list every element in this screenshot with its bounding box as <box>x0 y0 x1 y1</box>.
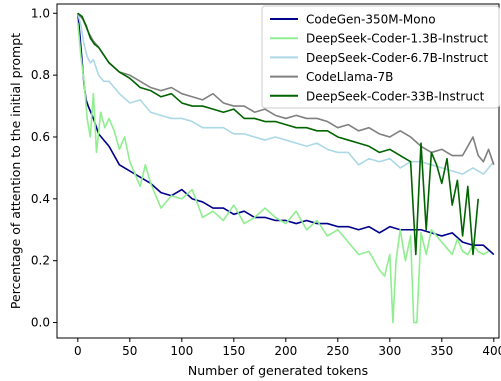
legend-box <box>261 5 500 109</box>
y-tick-label: 0.6 <box>31 130 50 144</box>
legend-label: DeepSeek-Coder-33B-Instruct <box>306 89 485 103</box>
legend-label: DeepSeek-Coder-1.3B-Instruct <box>306 32 488 46</box>
y-axis-title: Percentage of attention to the initial p… <box>8 33 23 309</box>
y-tick-label: 0.8 <box>31 68 50 82</box>
x-axis-title: Number of generated tokens <box>188 363 368 378</box>
legend: CodeGen-350M-Mono DeepSeek-Coder-1.3B-Ins… <box>261 5 500 109</box>
series-layer <box>77 12 495 324</box>
x-tick-label: 350 <box>430 344 453 358</box>
series-line-3 <box>77 13 495 175</box>
series-line-2 <box>77 22 490 324</box>
series-line-5 <box>77 12 479 256</box>
plot-frame <box>56 3 500 339</box>
x-tick-label: 150 <box>222 344 245 358</box>
y-tick-label: 0.2 <box>31 254 50 268</box>
y-tick-label: 0.4 <box>31 192 50 206</box>
x-tick-label: 250 <box>326 344 349 358</box>
x-tick-label: 200 <box>274 344 297 358</box>
x-tick-label: 100 <box>170 344 193 358</box>
x-tick-label: 50 <box>122 344 137 358</box>
y-tick-label: 1.0 <box>31 6 50 20</box>
series-line-1 <box>77 13 495 256</box>
legend-label: CodeGen-350M-Mono <box>306 13 436 27</box>
y-tick-label: 0.0 <box>31 316 50 330</box>
x-tick-label: 0 <box>74 344 82 358</box>
ticks-layer: 0 50 100 150 200 250 300 350 400 0.0 0.2 0.4 0.6 0.8 1… <box>31 6 501 358</box>
x-tick-label: 400 <box>482 344 501 358</box>
legend-label: DeepSeek-Coder-6.7B-Instruct <box>306 51 488 65</box>
x-tick-label: 300 <box>378 344 401 358</box>
series-line-4 <box>77 12 495 166</box>
legend-label: CodeLlama-7B <box>306 70 393 84</box>
